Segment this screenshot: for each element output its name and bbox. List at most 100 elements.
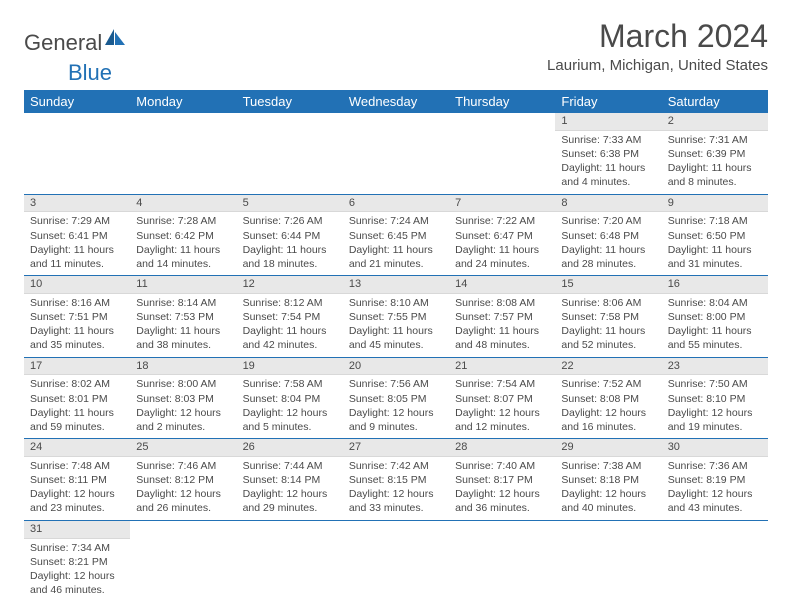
calendar-cell: 8Sunrise: 7:20 AMSunset: 6:48 PMDaylight… xyxy=(555,194,661,276)
day-info: Sunrise: 7:24 AMSunset: 6:45 PMDaylight:… xyxy=(343,212,449,275)
day-number: 7 xyxy=(449,195,555,213)
sunrise-text: Sunrise: 7:42 AM xyxy=(349,459,443,473)
weekday-header-row: Sunday Monday Tuesday Wednesday Thursday… xyxy=(24,90,768,113)
calendar-cell: 31Sunrise: 7:34 AMSunset: 8:21 PMDayligh… xyxy=(24,520,130,601)
day-info: Sunrise: 8:04 AMSunset: 8:00 PMDaylight:… xyxy=(662,294,768,357)
weekday-header: Saturday xyxy=(662,90,768,113)
sunset-text: Sunset: 8:11 PM xyxy=(30,473,124,487)
daylight-text: Daylight: 11 hours and 21 minutes. xyxy=(349,243,443,271)
calendar-row: 3Sunrise: 7:29 AMSunset: 6:41 PMDaylight… xyxy=(24,194,768,276)
day-info: Sunrise: 7:54 AMSunset: 8:07 PMDaylight:… xyxy=(449,375,555,438)
sunrise-text: Sunrise: 8:10 AM xyxy=(349,296,443,310)
sunset-text: Sunset: 6:48 PM xyxy=(561,229,655,243)
daylight-text: Daylight: 12 hours and 2 minutes. xyxy=(136,406,230,434)
day-number: 10 xyxy=(24,276,130,294)
calendar-cell: 27Sunrise: 7:42 AMSunset: 8:15 PMDayligh… xyxy=(343,439,449,521)
calendar-cell: 22Sunrise: 7:52 AMSunset: 8:08 PMDayligh… xyxy=(555,357,661,439)
day-number: 5 xyxy=(237,195,343,213)
month-title: March 2024 xyxy=(547,18,768,55)
weekday-header: Sunday xyxy=(24,90,130,113)
day-number: 22 xyxy=(555,358,661,376)
day-number: 3 xyxy=(24,195,130,213)
sunset-text: Sunset: 8:07 PM xyxy=(455,392,549,406)
calendar-row: 24Sunrise: 7:48 AMSunset: 8:11 PMDayligh… xyxy=(24,439,768,521)
day-number: 1 xyxy=(555,113,661,131)
day-info: Sunrise: 8:00 AMSunset: 8:03 PMDaylight:… xyxy=(130,375,236,438)
daylight-text: Daylight: 12 hours and 23 minutes. xyxy=(30,487,124,515)
sunrise-text: Sunrise: 7:38 AM xyxy=(561,459,655,473)
sunset-text: Sunset: 6:50 PM xyxy=(668,229,762,243)
calendar-cell: 17Sunrise: 8:02 AMSunset: 8:01 PMDayligh… xyxy=(24,357,130,439)
sunset-text: Sunset: 8:05 PM xyxy=(349,392,443,406)
day-info: Sunrise: 8:12 AMSunset: 7:54 PMDaylight:… xyxy=(237,294,343,357)
calendar-cell xyxy=(449,113,555,194)
daylight-text: Daylight: 12 hours and 40 minutes. xyxy=(561,487,655,515)
sunset-text: Sunset: 6:41 PM xyxy=(30,229,124,243)
day-number: 28 xyxy=(449,439,555,457)
day-number: 21 xyxy=(449,358,555,376)
calendar-cell xyxy=(130,113,236,194)
day-info: Sunrise: 7:31 AMSunset: 6:39 PMDaylight:… xyxy=(662,131,768,194)
calendar-cell: 11Sunrise: 8:14 AMSunset: 7:53 PMDayligh… xyxy=(130,276,236,358)
sunrise-text: Sunrise: 8:04 AM xyxy=(668,296,762,310)
day-number: 17 xyxy=(24,358,130,376)
sunrise-text: Sunrise: 7:22 AM xyxy=(455,214,549,228)
sunset-text: Sunset: 7:51 PM xyxy=(30,310,124,324)
sunset-text: Sunset: 8:08 PM xyxy=(561,392,655,406)
daylight-text: Daylight: 11 hours and 8 minutes. xyxy=(668,161,762,189)
sunrise-text: Sunrise: 7:54 AM xyxy=(455,377,549,391)
day-info: Sunrise: 7:33 AMSunset: 6:38 PMDaylight:… xyxy=(555,131,661,194)
day-number: 13 xyxy=(343,276,449,294)
day-info: Sunrise: 7:46 AMSunset: 8:12 PMDaylight:… xyxy=(130,457,236,520)
daylight-text: Daylight: 11 hours and 31 minutes. xyxy=(668,243,762,271)
calendar-cell: 2Sunrise: 7:31 AMSunset: 6:39 PMDaylight… xyxy=(662,113,768,194)
day-info: Sunrise: 7:40 AMSunset: 8:17 PMDaylight:… xyxy=(449,457,555,520)
calendar-cell: 9Sunrise: 7:18 AMSunset: 6:50 PMDaylight… xyxy=(662,194,768,276)
sunrise-text: Sunrise: 7:18 AM xyxy=(668,214,762,228)
sunset-text: Sunset: 7:57 PM xyxy=(455,310,549,324)
day-info: Sunrise: 7:18 AMSunset: 6:50 PMDaylight:… xyxy=(662,212,768,275)
day-number: 4 xyxy=(130,195,236,213)
day-info: Sunrise: 7:52 AMSunset: 8:08 PMDaylight:… xyxy=(555,375,661,438)
sunrise-text: Sunrise: 7:48 AM xyxy=(30,459,124,473)
day-number: 12 xyxy=(237,276,343,294)
daylight-text: Daylight: 11 hours and 14 minutes. xyxy=(136,243,230,271)
sunrise-text: Sunrise: 7:40 AM xyxy=(455,459,549,473)
day-number: 19 xyxy=(237,358,343,376)
calendar-cell: 14Sunrise: 8:08 AMSunset: 7:57 PMDayligh… xyxy=(449,276,555,358)
calendar-cell: 24Sunrise: 7:48 AMSunset: 8:11 PMDayligh… xyxy=(24,439,130,521)
day-info: Sunrise: 7:44 AMSunset: 8:14 PMDaylight:… xyxy=(237,457,343,520)
logo-text-1: General xyxy=(24,30,102,56)
calendar-cell: 30Sunrise: 7:36 AMSunset: 8:19 PMDayligh… xyxy=(662,439,768,521)
calendar-cell: 7Sunrise: 7:22 AMSunset: 6:47 PMDaylight… xyxy=(449,194,555,276)
calendar-row: 10Sunrise: 8:16 AMSunset: 7:51 PMDayligh… xyxy=(24,276,768,358)
sunrise-text: Sunrise: 8:14 AM xyxy=(136,296,230,310)
day-number: 31 xyxy=(24,521,130,539)
calendar-cell: 21Sunrise: 7:54 AMSunset: 8:07 PMDayligh… xyxy=(449,357,555,439)
sunset-text: Sunset: 8:10 PM xyxy=(668,392,762,406)
day-number: 8 xyxy=(555,195,661,213)
day-number: 9 xyxy=(662,195,768,213)
calendar-cell: 15Sunrise: 8:06 AMSunset: 7:58 PMDayligh… xyxy=(555,276,661,358)
calendar-cell xyxy=(237,113,343,194)
sunrise-text: Sunrise: 7:36 AM xyxy=(668,459,762,473)
sunset-text: Sunset: 8:01 PM xyxy=(30,392,124,406)
day-info: Sunrise: 8:10 AMSunset: 7:55 PMDaylight:… xyxy=(343,294,449,357)
sunrise-text: Sunrise: 7:26 AM xyxy=(243,214,337,228)
daylight-text: Daylight: 11 hours and 48 minutes. xyxy=(455,324,549,352)
sunrise-text: Sunrise: 7:34 AM xyxy=(30,541,124,555)
sunset-text: Sunset: 8:21 PM xyxy=(30,555,124,569)
daylight-text: Daylight: 11 hours and 59 minutes. xyxy=(30,406,124,434)
day-number: 30 xyxy=(662,439,768,457)
day-info: Sunrise: 7:56 AMSunset: 8:05 PMDaylight:… xyxy=(343,375,449,438)
sunset-text: Sunset: 7:53 PM xyxy=(136,310,230,324)
calendar-cell xyxy=(449,520,555,601)
daylight-text: Daylight: 12 hours and 5 minutes. xyxy=(243,406,337,434)
weekday-header: Wednesday xyxy=(343,90,449,113)
calendar-cell: 16Sunrise: 8:04 AMSunset: 8:00 PMDayligh… xyxy=(662,276,768,358)
daylight-text: Daylight: 12 hours and 43 minutes. xyxy=(668,487,762,515)
day-number: 6 xyxy=(343,195,449,213)
sunset-text: Sunset: 8:03 PM xyxy=(136,392,230,406)
calendar-cell: 4Sunrise: 7:28 AMSunset: 6:42 PMDaylight… xyxy=(130,194,236,276)
daylight-text: Daylight: 11 hours and 24 minutes. xyxy=(455,243,549,271)
